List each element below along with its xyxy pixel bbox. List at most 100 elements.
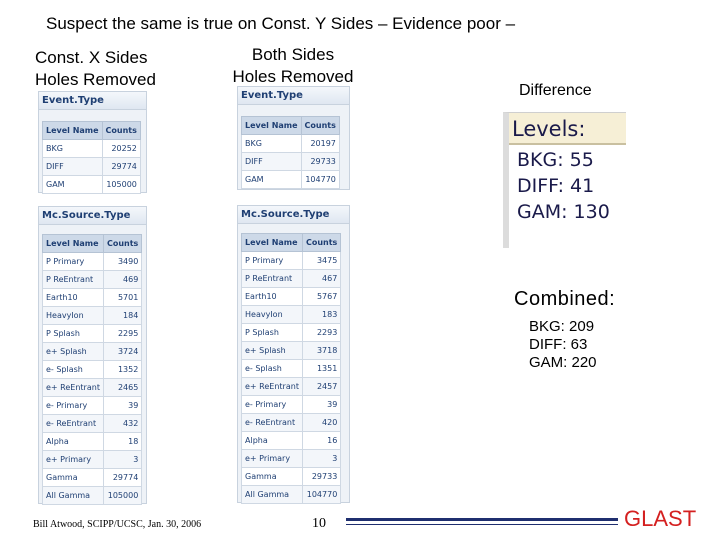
level-name-cell: P Splash — [241, 323, 303, 342]
count-cell: 5701 — [102, 288, 143, 307]
count-cell: 3724 — [102, 342, 143, 361]
count-cell: 432 — [102, 414, 143, 433]
levels-difference-box: Levels: BKG: 55 DIFF: 41 GAM: 130 — [503, 112, 626, 248]
count-cell: 105000 — [101, 175, 141, 194]
level-name-cell: P Primary — [42, 252, 104, 271]
level-name-cell: All Gamma — [42, 486, 104, 505]
table-row: P ReEntrant 469 — [42, 270, 143, 289]
both-event-type-table: Level Name Counts BKG 20197 DIFF 29733 GAM 10… — [241, 116, 340, 189]
level-name-cell: e+ Primary — [241, 449, 303, 468]
count-cell: 3 — [102, 450, 143, 469]
x-mc-source-type-table: Level Name Counts P Primary 3490 P ReEntra… — [42, 234, 143, 505]
count-cell: 3 — [301, 449, 342, 468]
table-row: P ReEntrant 467 — [241, 269, 342, 288]
level-name-cell: P ReEntrant — [241, 269, 303, 288]
level-name-cell: e+ ReEntrant — [42, 378, 104, 397]
count-cell: 2295 — [102, 324, 143, 343]
count-cell: 29774 — [101, 157, 141, 176]
count-cell: 29733 — [300, 152, 340, 171]
table-row: Earth10 5701 — [42, 288, 143, 307]
level-name-cell: Gamma — [42, 468, 104, 487]
slide-title: Suspect the same is true on Const. Y Sid… — [46, 14, 516, 33]
count-cell: 104770 — [301, 485, 342, 504]
count-cell: 467 — [301, 269, 342, 288]
combined-heading: Combined: — [514, 288, 616, 310]
glast-logo: GLAST — [624, 506, 697, 531]
levels-item-diff: DIFF: 41 — [517, 175, 595, 197]
footer-rule-thin — [346, 524, 618, 525]
table-row: P Primary 3490 — [42, 252, 143, 271]
table-row: GAM 104770 — [241, 170, 340, 189]
const-x-heading: Const. X Sides Holes Removed — [35, 47, 156, 91]
count-cell: 1351 — [301, 359, 342, 378]
table-row: e+ Splash 3724 — [42, 342, 143, 361]
combined-item-gam: GAM: 220 — [529, 354, 597, 371]
x-event-type-table: Level Name Counts BKG 20252 DIFF 29774 GAM 10… — [42, 121, 141, 194]
table-row: e- Primary 39 — [42, 396, 143, 415]
header-level-name: Level Name — [241, 116, 302, 135]
header-level-name: Level Name — [42, 121, 103, 140]
level-name-cell: BKG — [241, 134, 302, 153]
count-cell: 184 — [102, 306, 143, 325]
both-sides-heading-line1: Both Sides — [251, 45, 335, 64]
table-row: e- Primary 39 — [241, 395, 342, 414]
level-name-cell: e+ Splash — [42, 342, 104, 361]
level-name-cell: HeavyIon — [42, 306, 104, 325]
level-name-cell: HeavyIon — [241, 305, 303, 324]
level-name-cell: P Primary — [241, 251, 303, 270]
table-row: Alpha 18 — [42, 432, 143, 451]
table-row: DIFF 29733 — [241, 152, 340, 171]
table-row: e- Splash 1352 — [42, 360, 143, 379]
count-cell: 1352 — [102, 360, 143, 379]
table-row: Gamma 29733 — [241, 467, 342, 486]
both-event-type-title: Event.Type — [238, 87, 349, 105]
count-cell: 2293 — [301, 323, 342, 342]
level-name-cell: e- Primary — [241, 395, 303, 414]
x-event-type-title: Event.Type — [39, 92, 146, 110]
table-row: e- ReEntrant 432 — [42, 414, 143, 433]
count-cell: 20252 — [101, 139, 141, 158]
header-level-name: Level Name — [241, 233, 303, 252]
level-name-cell: BKG — [42, 139, 103, 158]
table-row: All Gamma 104770 — [241, 485, 342, 504]
levels-list: BKG: 55 DIFF: 41 GAM: 130 — [509, 145, 626, 225]
header-level-name: Level Name — [42, 234, 104, 253]
table-row: BKG 20252 — [42, 139, 141, 158]
header-counts: Counts — [102, 234, 143, 253]
table-row: All Gamma 105000 — [42, 486, 143, 505]
table-row: DIFF 29774 — [42, 157, 141, 176]
combined-list: BKG: 209 DIFF: 63 GAM: 220 — [529, 318, 597, 372]
level-name-cell: e+ ReEntrant — [241, 377, 303, 396]
count-cell: 3475 — [301, 251, 342, 270]
level-name-cell: DIFF — [241, 152, 302, 171]
level-name-cell: GAM — [241, 170, 302, 189]
level-name-cell: e+ Primary — [42, 450, 104, 469]
count-cell: 39 — [102, 396, 143, 415]
level-name-cell: e- Primary — [42, 396, 104, 415]
level-name-cell: All Gamma — [241, 485, 303, 504]
table-row: HeavyIon 183 — [241, 305, 342, 324]
table-row: P Splash 2293 — [241, 323, 342, 342]
levels-title: Levels: — [509, 113, 626, 145]
count-cell: 5767 — [301, 287, 342, 306]
difference-heading: Difference — [519, 82, 592, 99]
both-sides-heading: Both Sides Holes Removed — [228, 44, 358, 88]
table-row: e+ Splash 3718 — [241, 341, 342, 360]
level-name-cell: Gamma — [241, 467, 303, 486]
x-mc-source-type-panel: Mc.Source.Type Level Name Counts P Prima… — [38, 206, 147, 505]
page-number: 10 — [312, 516, 326, 531]
x-event-type-panel: Event.Type Level Name Counts BKG 20252 DIF… — [38, 91, 147, 194]
count-cell: 183 — [301, 305, 342, 324]
count-cell: 2465 — [102, 378, 143, 397]
table-row: e+ Primary 3 — [241, 449, 342, 468]
footer-rule-thick — [346, 518, 618, 521]
level-name-cell: e- Splash — [241, 359, 303, 378]
combined-item-bkg: BKG: 209 — [529, 318, 595, 335]
levels-item-bkg: BKG: 55 — [517, 149, 594, 171]
combined-item-diff: DIFF: 63 — [529, 336, 588, 353]
both-mc-source-type-table: Level Name Counts P Primary 3475 P ReEntra… — [241, 233, 342, 504]
table-row: P Splash 2295 — [42, 324, 143, 343]
table-row: Earth10 5767 — [241, 287, 342, 306]
level-name-cell: GAM — [42, 175, 103, 194]
both-mc-source-type-panel: Mc.Source.Type Level Name Counts P Prima… — [237, 205, 350, 504]
